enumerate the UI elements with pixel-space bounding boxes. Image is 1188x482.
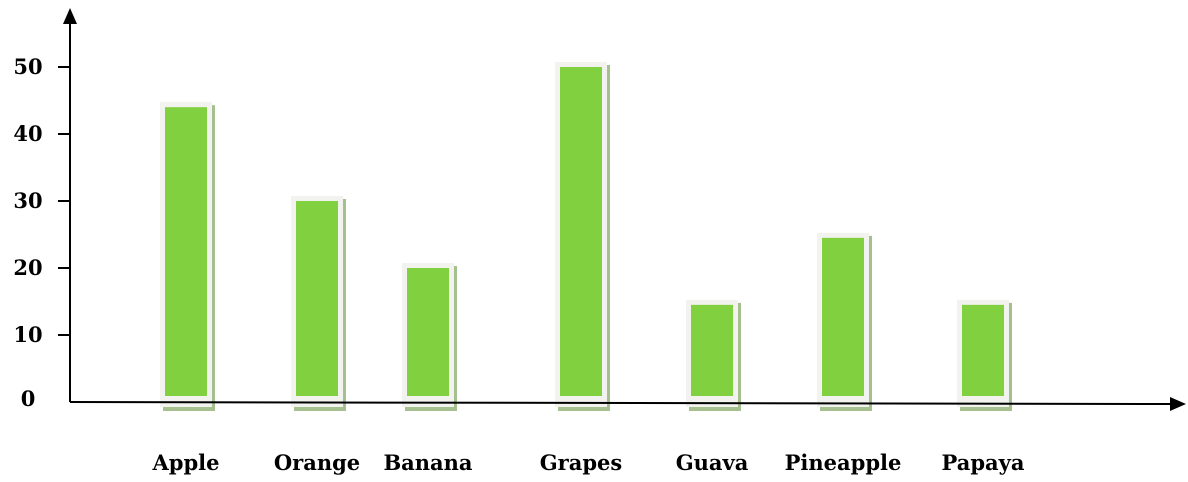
y-tick-label: 20: [13, 255, 42, 280]
bar-pineapple: [817, 232, 872, 411]
bar-apple: [160, 102, 215, 411]
x-category-label: Banana: [383, 450, 472, 475]
y-tick-label: 10: [13, 322, 42, 347]
bar-papaya: [957, 299, 1012, 411]
bar-fill: [296, 201, 338, 396]
x-category-label: Papaya: [942, 450, 1025, 475]
bar-guava: [686, 299, 741, 411]
y-tick-label: 50: [13, 54, 42, 79]
x-category-label: Guava: [676, 450, 749, 475]
bar-orange: [291, 196, 346, 411]
y-axis-ticks: 0 10 20 30 40 50: [13, 54, 70, 411]
y-tick-label: 30: [13, 188, 42, 213]
y-axis-arrow-icon: [63, 8, 77, 24]
x-axis-line: [69, 401, 1173, 405]
bar-fill: [962, 304, 1004, 396]
x-category-label: Apple: [152, 450, 220, 475]
bar-fill: [691, 304, 733, 396]
bar-fill: [165, 107, 207, 396]
bars-group: [160, 62, 1012, 411]
x-category-label: Grapes: [540, 450, 622, 475]
y-tick-label: 40: [13, 121, 42, 146]
x-category-label: Orange: [274, 450, 360, 475]
bar-fill: [407, 268, 449, 396]
x-category-label: Pineapple: [785, 450, 902, 475]
bar-grapes: [555, 62, 610, 411]
bar-banana: [402, 263, 457, 411]
x-axis-arrow-icon: [1170, 397, 1186, 411]
bar-fill: [822, 237, 864, 396]
y-tick-label: 0: [21, 386, 36, 411]
x-axis-labels: Apple Orange Banana Grapes Guava Pineapple Pap…: [152, 450, 1025, 475]
bar-fill: [560, 67, 602, 396]
